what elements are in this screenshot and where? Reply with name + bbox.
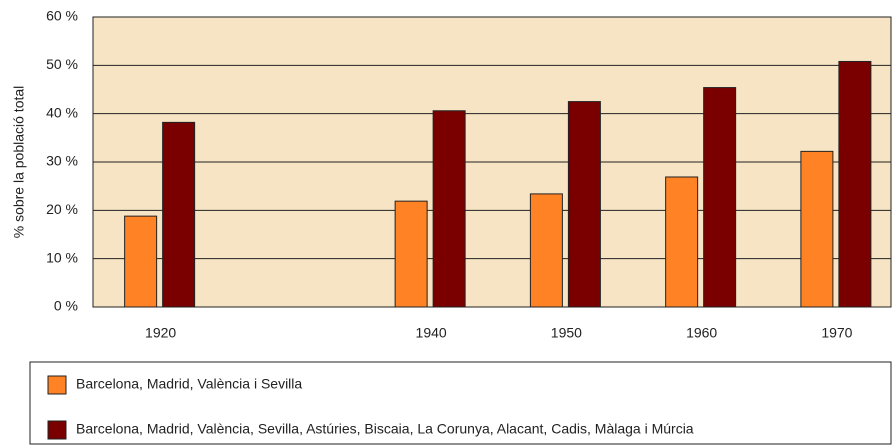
y-tick-label: 30 % (46, 153, 78, 169)
legend-label: Barcelona, Madrid, València, Sevilla, As… (76, 421, 694, 437)
legend (29, 361, 892, 445)
legend-swatch (47, 420, 67, 440)
y-tick-label: 0 % (54, 298, 78, 314)
x-tick-label: 1940 (416, 325, 447, 341)
x-tick-label: 1950 (551, 325, 582, 341)
bar (394, 200, 428, 308)
y-axis-label: % sobre la població total (11, 86, 27, 239)
bar (665, 176, 699, 308)
bar (124, 215, 158, 308)
x-tick-label: 1920 (145, 325, 176, 341)
legend-swatch (47, 375, 67, 395)
legend-label: Barcelona, Madrid, València i Sevilla (76, 376, 302, 392)
bar (703, 87, 737, 308)
bar (162, 121, 196, 308)
bar (432, 110, 466, 308)
y-tick-label: 60 % (46, 8, 78, 24)
y-tick-label: 10 % (46, 249, 78, 265)
y-tick-label: 40 % (46, 104, 78, 120)
x-tick-label: 1960 (686, 325, 717, 341)
bar (529, 193, 563, 308)
bar (567, 101, 601, 308)
bar (838, 60, 872, 308)
bar (800, 150, 834, 308)
y-tick-label: 20 % (46, 201, 78, 217)
x-tick-label: 1970 (821, 325, 852, 341)
y-tick-label: 50 % (46, 56, 78, 72)
